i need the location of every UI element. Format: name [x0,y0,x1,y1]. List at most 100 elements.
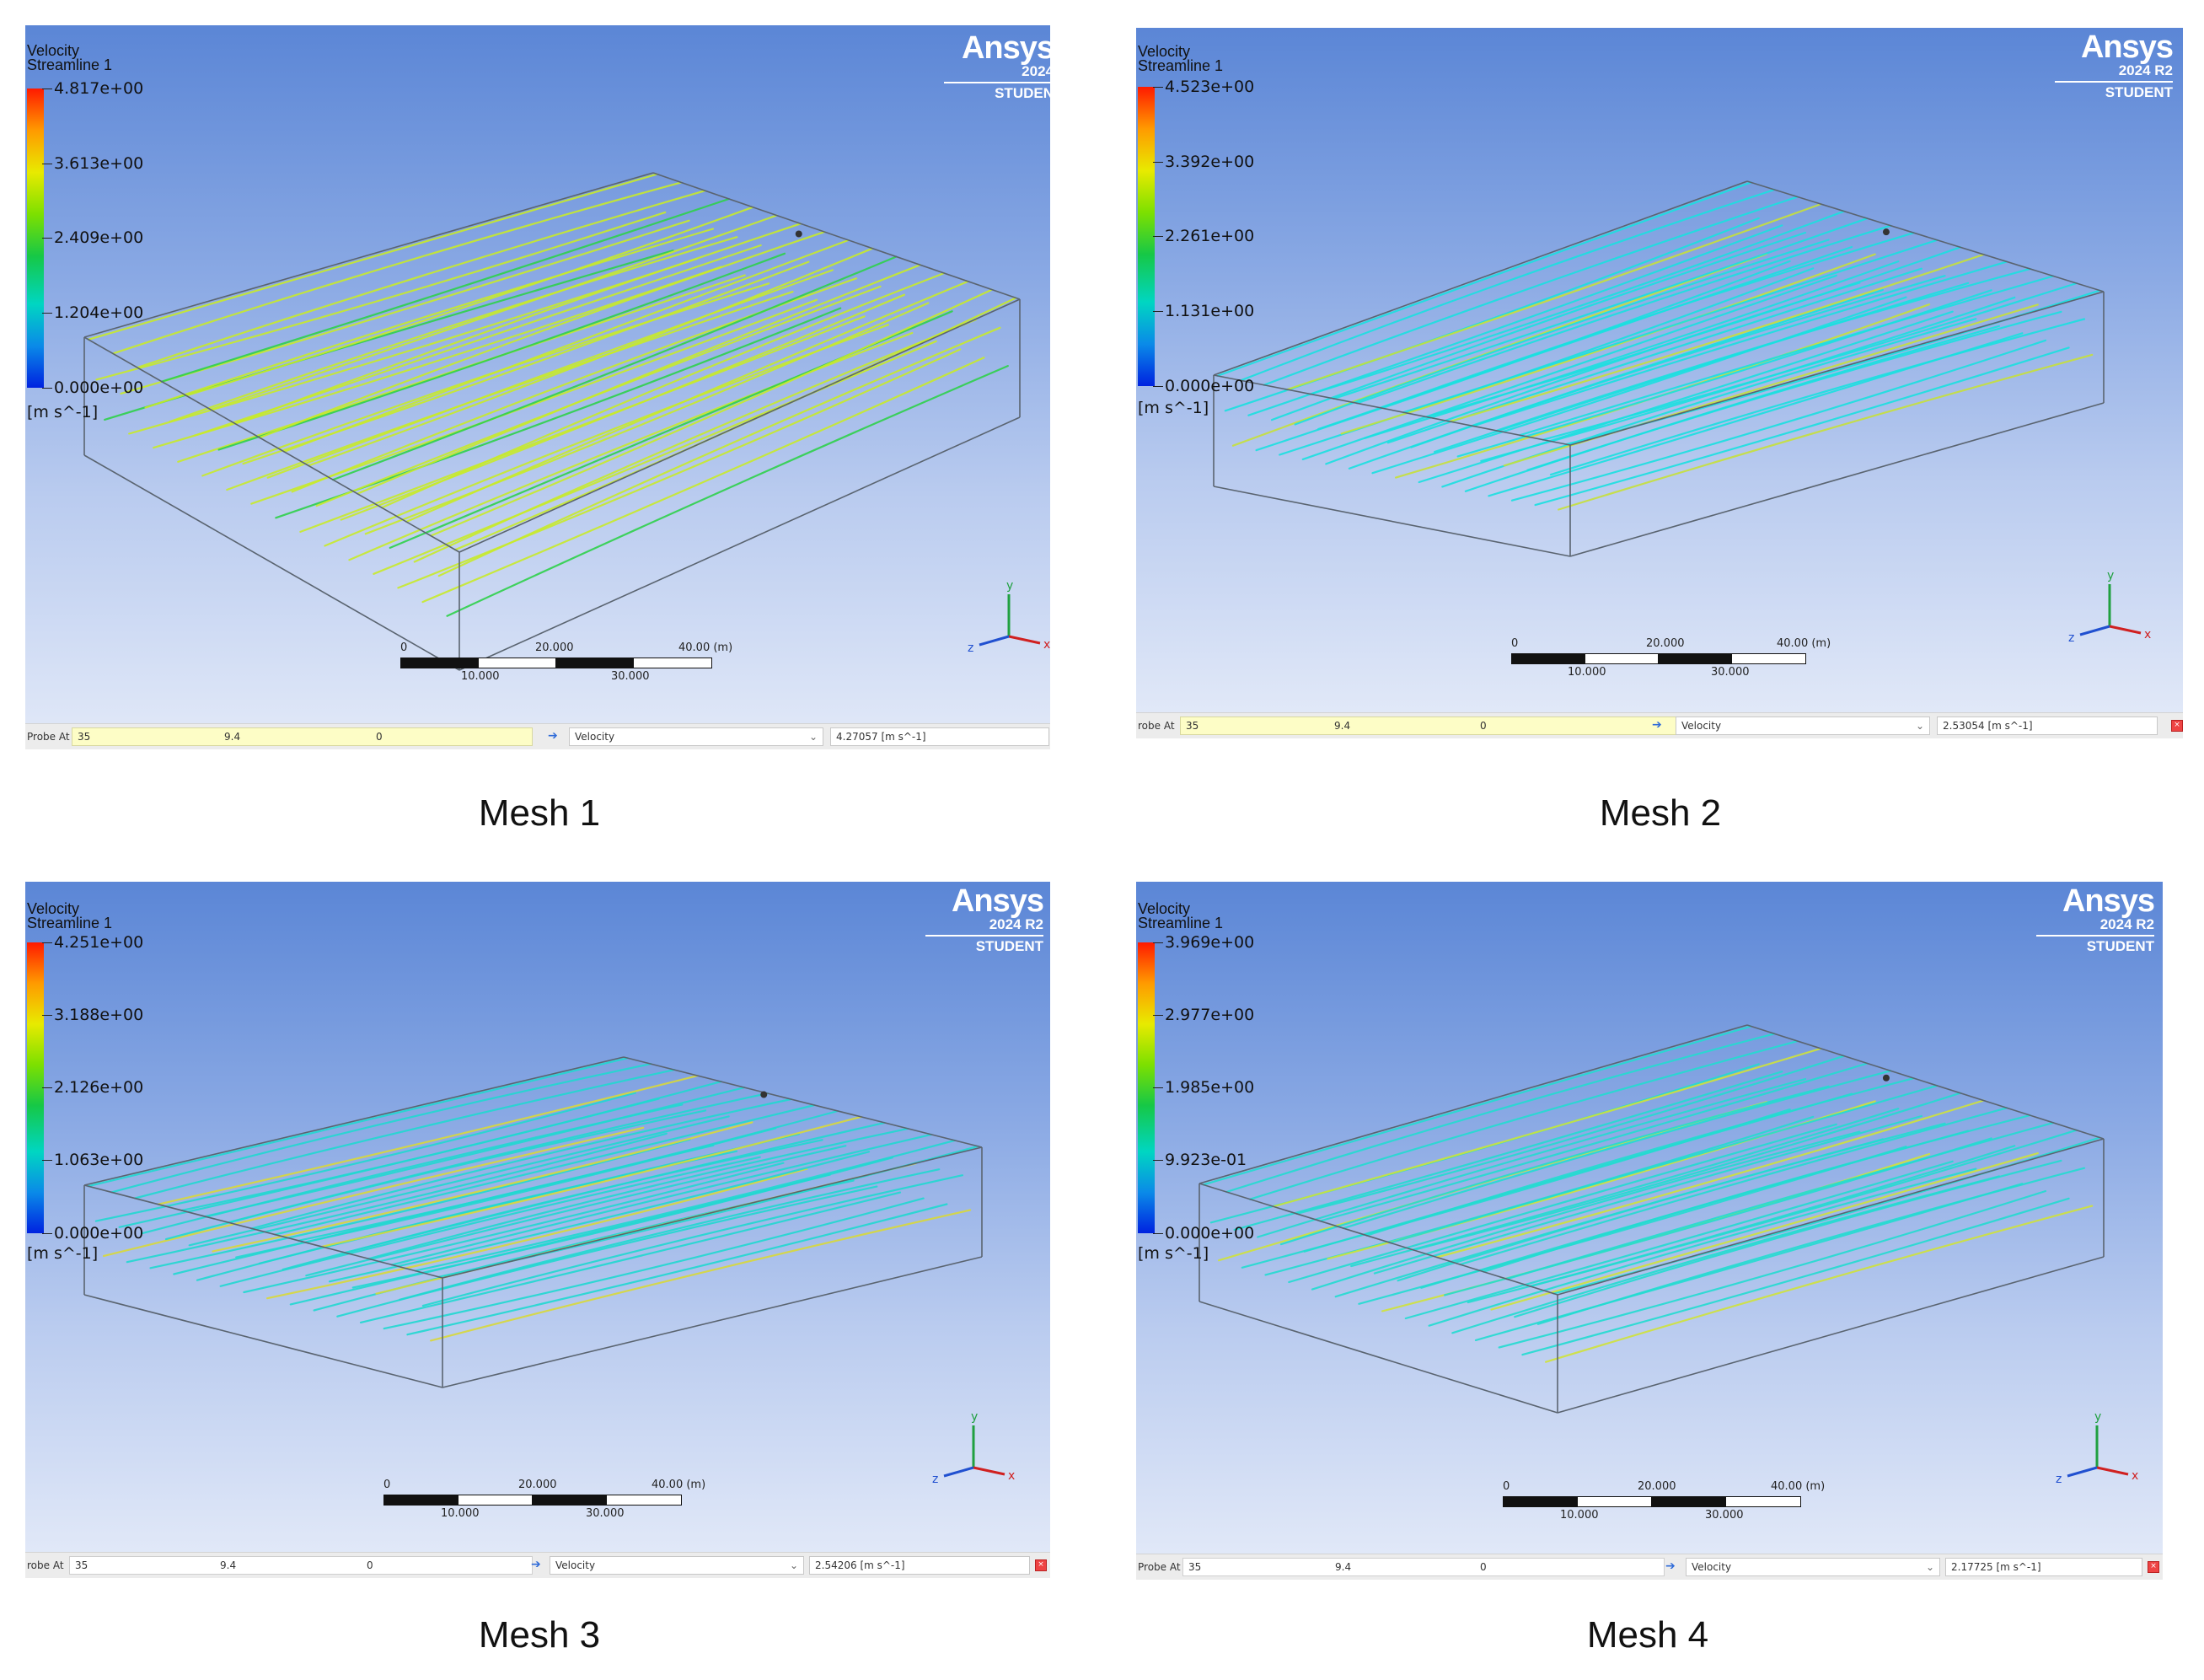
ansys-logo: Ansys 2024 R2 STUDENT [2036,885,2155,954]
probe-variable-dropdown[interactable]: Velocity ⌄ [1676,717,1930,735]
streamline [1526,310,2062,471]
streamline [328,1151,871,1283]
streamline [1510,339,2047,502]
streamline-scene [1213,180,2105,557]
probe-label: robe At [1138,720,1175,732]
streamline [437,326,1001,577]
domain-box-edge [1199,1024,1748,1184]
streamline [1224,217,1760,412]
probe-coordinates-field[interactable]: 35 9.4 0 [69,1556,533,1575]
probe-point-marker [1882,228,1890,236]
legend-tick-label: 9.923e-01 [1165,1151,1247,1169]
legend-title: Velocity Streamline 1 [1138,900,1224,931]
viewport-mesh2[interactable]: Velocity Streamline 1 4.523e+00 3.392e+00… [1136,28,2183,721]
domain-box-edge [1746,180,2105,293]
streamline [344,1121,886,1254]
streamline [1514,1159,2062,1318]
streamline [307,247,874,467]
probe-point-marker [795,230,802,238]
streamline [1402,239,1939,414]
streamline [1249,1040,1799,1200]
streamline [1404,1160,1954,1320]
streamline [1263,196,1799,386]
viewport-mesh4[interactable]: Velocity Streamline 1 3.969e+00 2.977e+00… [1136,882,2163,1563]
streamline [357,264,921,495]
domain-box-edge [442,1146,983,1279]
streamline-scene [83,1056,983,1388]
streamline [1340,253,1876,435]
color-legend-bar [1138,942,1155,1233]
domain-box-edge [1557,1138,2105,1296]
streamline [399,1168,941,1301]
legend-tick-label: 0.000e+00 [1165,377,1255,395]
streamline [1534,346,2070,507]
viewport-mesh1[interactable]: Velocity Streamline 1 4.817e+00 3.613e+00… [25,25,1050,746]
legend-tick-label: 4.817e+00 [54,79,144,98]
probe-result-field: 2.53054 [m s^-1] [1937,717,2158,735]
streamline [1483,1114,2031,1273]
legend-tick-label: 1.985e+00 [1165,1078,1255,1097]
streamline [1240,188,1776,382]
streamline [381,271,946,509]
domain-box-edge [83,1184,443,1279]
panel-mesh2: Velocity Streamline 1 4.523e+00 3.392e+00… [1136,28,2183,746]
probe-variable-dropdown[interactable]: Velocity ⌄ [1686,1558,1940,1576]
triad-z-label: z [2056,1473,2062,1486]
streamline [1413,1092,1961,1251]
streamline [180,1081,722,1211]
axis-triad: y x z [2068,569,2151,645]
probe-go-icon[interactable]: ➔ [548,729,558,743]
streamline-scene [1199,1024,2105,1414]
streamline [1216,181,1752,377]
triad-x-axis [973,1466,1005,1476]
streamline [188,1115,730,1247]
streamline [1418,310,1954,484]
streamline [359,1191,902,1323]
probe-coordinates-field[interactable]: 35 9.4 0 [1180,717,1677,735]
ansys-logo: Ansys 2024 R2 STUDENT [2055,31,2174,100]
legend-title: Velocity Streamline 1 [27,42,113,73]
probe-close-button[interactable]: × [2148,1561,2159,1573]
domain-box-edge [1213,374,1571,446]
probe-variable-dropdown[interactable]: Velocity ⌄ [550,1556,804,1575]
probe-go-icon[interactable]: ➔ [1652,718,1662,732]
legend-tick-label: 1.204e+00 [54,303,144,322]
streamline [1225,1033,1776,1194]
probe-coordinates-field[interactable]: 35 9.4 0 [72,727,533,746]
streamline [1288,1123,1837,1284]
streamline [1505,1121,2055,1280]
streamline [1467,1145,2016,1304]
color-legend-bar [27,89,44,388]
streamline [204,1087,746,1218]
probe-close-button[interactable]: × [1035,1559,1047,1571]
streamline [1456,289,1992,458]
probe-coordinates-field[interactable]: 35 9.4 0 [1182,1558,1665,1576]
domain-box-edge [1213,486,1571,557]
streamline [185,206,754,397]
streamline [177,274,746,463]
probe-result-field: 2.54206 [m s^-1] [809,1556,1030,1575]
streamline [340,293,905,521]
probe-variable-dropdown[interactable]: Velocity ⌄ [569,727,823,746]
probe-go-icon[interactable]: ➔ [531,1558,541,1571]
streamline [1558,353,2094,511]
streamline [94,1092,636,1222]
legend-tick-label: 3.188e+00 [54,1006,144,1024]
probe-go-icon[interactable]: ➔ [1665,1559,1676,1573]
legend-tick-label: 1.063e+00 [54,1151,144,1169]
streamline [413,319,978,563]
domain-box-edge [1199,1183,1558,1296]
probe-close-button[interactable]: × [2171,720,2183,732]
legend-tick-label: 3.613e+00 [54,154,144,173]
streamline [397,348,962,589]
streamline [298,1109,839,1242]
domain-box-edge [458,416,1021,671]
viewport-mesh3[interactable]: Velocity Streamline 1 4.251e+00 3.188e+00… [25,882,1050,1560]
streamline [1389,1084,1939,1244]
streamline [1545,1205,2094,1363]
triad-y-label: y [971,1410,978,1424]
streamline [282,239,850,453]
streamline [1379,232,1915,409]
streamline [1521,1197,2070,1356]
streamline-scene [83,172,1021,671]
